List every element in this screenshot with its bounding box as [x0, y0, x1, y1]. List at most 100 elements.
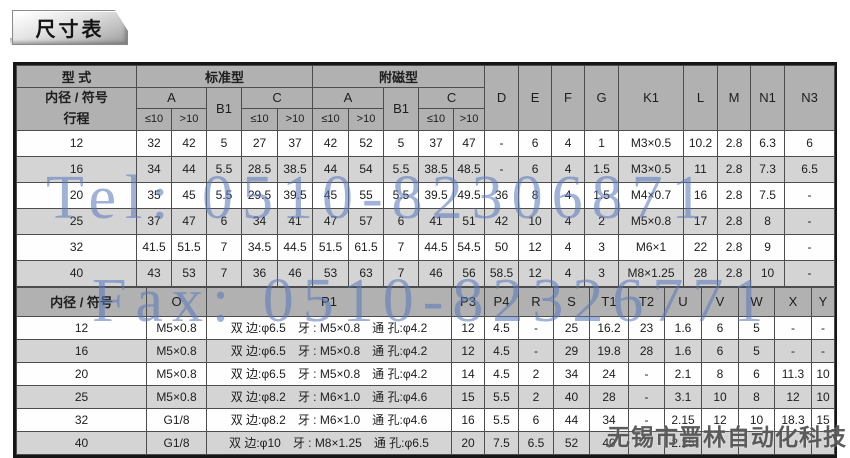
header-col-Y: Y — [811, 286, 835, 317]
bottom-table-cell: - — [811, 315, 835, 340]
top-table-cell: 47 — [171, 207, 207, 235]
bottom-table-cell: 20 — [451, 430, 485, 455]
bottom-table-cell: 28 — [628, 338, 665, 363]
top-table-cell: 1 — [584, 129, 620, 157]
header-col-P3: P3 — [451, 286, 485, 317]
header-standard-type: 标准型 — [135, 65, 314, 88]
bottom-table-cell: 25 — [553, 315, 590, 340]
top-table-cell: 10.2 — [683, 129, 719, 157]
top-table-cell: 34 — [136, 155, 172, 183]
bottom-table-row-25: 25 M5×0.8 双 边:φ8.2 牙 : M6×1.0 通 孔:φ4.6 15 5.… — [16, 384, 835, 409]
top-table-cell: M3×0.5 — [618, 155, 685, 183]
bottom-table-cell: 16.2 — [589, 315, 629, 340]
bottom-table-cell: 1.6 — [664, 338, 702, 363]
top-table-cell: 4 — [551, 129, 586, 157]
top-table-cell: 7 — [206, 259, 242, 287]
bottom-table-cell: 双 边:φ8.2 牙 : M6×1.0 通 孔:φ4.6 — [206, 384, 452, 409]
bottom-table-row-16: 16 M5×0.8 双 边:φ6.5 牙 : M5×0.8 通 孔:φ4.2 12 4.… — [16, 338, 835, 363]
top-table-cell: 49.5 — [453, 181, 486, 209]
top-table-cell: 2 — [584, 207, 620, 235]
page-title: 尺寸表 — [35, 19, 105, 41]
header-col-N1: N1 — [750, 65, 786, 131]
top-table-cell: 7 — [383, 259, 420, 287]
bottom-table-cell: M5×0.8 — [146, 384, 207, 409]
top-table-cell: 25 — [16, 207, 137, 235]
top-table-cell: 36 — [241, 259, 278, 287]
bottom-table-cell: 3.1 — [664, 384, 702, 409]
top-table-cell: 52 — [348, 129, 385, 157]
bottom-table-cell: G1/8 — [146, 430, 207, 455]
top-table-cell: 27 — [241, 129, 278, 157]
bottom-table-cell: - — [774, 315, 812, 340]
bottom-table-cell — [701, 430, 739, 455]
top-table-cell: 58.5 — [484, 259, 520, 287]
bottom-table-cell — [738, 430, 775, 455]
bottom-table-cell: - — [628, 384, 665, 409]
top-table-cell: 16 — [16, 155, 137, 183]
top-table-cell: - — [484, 129, 520, 157]
bottom-table-cell: M5×0.8 — [146, 338, 207, 363]
header-std-C: C — [240, 87, 314, 109]
top-table-cell: 53 — [312, 259, 350, 287]
top-table-cell: 8 — [750, 207, 786, 235]
dimension-tables: 型 式 标准型 附磁型 D E F G K1 L M N1 N3 内径 / 符号… — [13, 62, 837, 458]
top-table-cell: 17 — [683, 207, 719, 235]
top-table-cell: 6 — [206, 207, 242, 235]
bottom-table-cell: 5 — [738, 315, 775, 340]
bottom-table-cell: 20 — [16, 361, 147, 386]
header-col-W: W — [738, 286, 775, 317]
top-table-cell: 44.5 — [418, 233, 455, 261]
bottom-table-cell: 2 — [518, 361, 554, 386]
bottom-table-cell: 40 — [16, 430, 147, 455]
top-table-cell: 2.8 — [717, 259, 752, 287]
top-table-cell: 4 — [551, 207, 586, 235]
top-table-cell: 42 — [171, 129, 207, 157]
bottom-table-cell: 12 — [451, 315, 485, 340]
bottom-table-cell: 5.5 — [484, 384, 519, 409]
bottom-table-cell: 32 — [16, 407, 147, 432]
header-bore-label: 内径 / 符号 — [45, 90, 108, 105]
bottom-table-cell: 15 — [451, 384, 485, 409]
bottom-table-cell: 6 — [701, 315, 739, 340]
top-table-cell: 51.5 — [171, 233, 207, 261]
top-table-cell: 7.5 — [750, 181, 786, 209]
top-table-cell: 46 — [418, 259, 455, 287]
header-le10: ≤10 — [241, 107, 278, 131]
top-table-cell: 45 — [312, 181, 350, 209]
header-mag-C: C — [418, 87, 486, 109]
header-mag-B1: B1 — [383, 87, 420, 131]
bottom-table-cell: 12 — [701, 407, 739, 432]
top-table-cell: 6 — [518, 155, 553, 183]
header-row-2: 内径 / 符号 行程 A B1 C A B1 C — [16, 87, 835, 131]
top-table-cell: 37 — [276, 129, 314, 157]
top-table-cell: M6×1 — [618, 233, 685, 261]
top-table-cell: 41.5 — [136, 233, 172, 261]
top-table-cell: 35 — [136, 181, 172, 209]
bottom-table-cell: 2 — [518, 384, 554, 409]
bottom-table-cell — [774, 430, 812, 455]
top-table-cell: 38.5 — [418, 155, 455, 183]
top-table-cell: 7 — [383, 233, 420, 261]
top-table-cell: 2.8 — [717, 181, 752, 209]
header-col-S: S — [553, 286, 590, 317]
bottom-table-cell: 双 边:φ10 牙 : M8×1.25 通 孔:φ6.5 — [206, 430, 452, 455]
top-table-cell: M4×0.7 — [618, 181, 685, 209]
header-gt10: >10 — [453, 107, 486, 131]
header-model: 型 式 — [16, 65, 137, 88]
header-stroke-label: 行程 — [63, 110, 90, 126]
bottom-table-cell — [811, 430, 835, 455]
bottom-table-cell: 2.1 — [664, 361, 702, 386]
dimension-table-top: 型 式 标准型 附磁型 D E F G K1 L M N1 N3 内径 / 符号… — [16, 65, 836, 287]
top-table-cell: 6.3 — [750, 129, 786, 157]
top-table-cell: 38.5 — [276, 155, 314, 183]
top-table-cell: 34.5 — [241, 233, 278, 261]
top-table-cell: 39.5 — [418, 181, 455, 209]
bottom-table-cell: 双 边:φ8.2 牙 : M6×1.0 通 孔:φ4.6 — [206, 407, 452, 432]
top-table-cell: 20 — [16, 181, 137, 209]
top-table-cell: 29.5 — [241, 181, 278, 209]
top-table-cell: 5.5 — [383, 181, 420, 209]
top-table-cell: 1.5 — [584, 155, 620, 183]
top-table-cell: 8 — [518, 181, 553, 209]
top-table-cell: 11 — [683, 155, 719, 183]
bottom-table-cell: 10 — [738, 407, 775, 432]
